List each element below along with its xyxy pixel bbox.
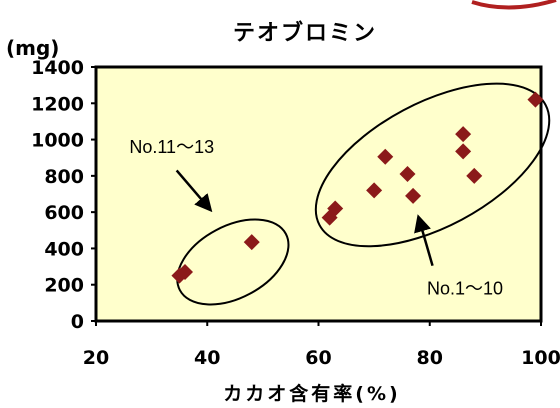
y-tick-label: 200 [44,275,84,297]
data-point [455,126,472,143]
annotation-arrow-no11-13 [175,169,213,213]
data-point [243,234,260,251]
x-axis-ticks: 20 40 60 80 100 [83,321,560,369]
y-axis-unit: (mg) [6,36,59,60]
y-tick-label: 1200 [31,93,84,115]
x-tick-label: 40 [194,347,220,369]
x-tick-label: 80 [417,347,443,369]
y-tick-label: 600 [44,202,84,224]
chart-title: テオブロミン [233,20,377,46]
data-point [327,200,344,217]
group-ellipse-no1-10 [314,82,551,248]
x-tick-label: 100 [521,347,560,369]
annotation-arrow-no1-10 [414,214,434,267]
y-tick-label: 400 [44,238,84,260]
annotation-label-no1-10: No.1～10 [427,278,503,298]
data-point [466,167,483,184]
y-tick-label: 1000 [31,130,84,152]
y-tick-label: 0 [71,311,84,333]
data-point [455,143,472,160]
y-tick-label: 800 [44,166,84,188]
x-axis-label: カカオ含有率(%) [223,382,400,405]
x-tick-label: 20 [83,347,109,369]
y-axis-ticks: 0 200 400 600 800 1000 1200 1400 [31,57,96,333]
data-point [527,91,544,108]
decorative-arc [471,0,557,10]
annotation-label-no11-13: No.11～13 [129,137,214,157]
data-point [377,148,394,165]
data-points [171,91,544,284]
data-point [399,166,416,183]
data-point [405,187,422,204]
group-ellipse-no11-13 [176,218,290,306]
x-tick-label: 60 [305,347,331,369]
data-point [177,264,193,281]
y-tick-label: 1400 [31,57,84,79]
data-point [366,182,383,199]
